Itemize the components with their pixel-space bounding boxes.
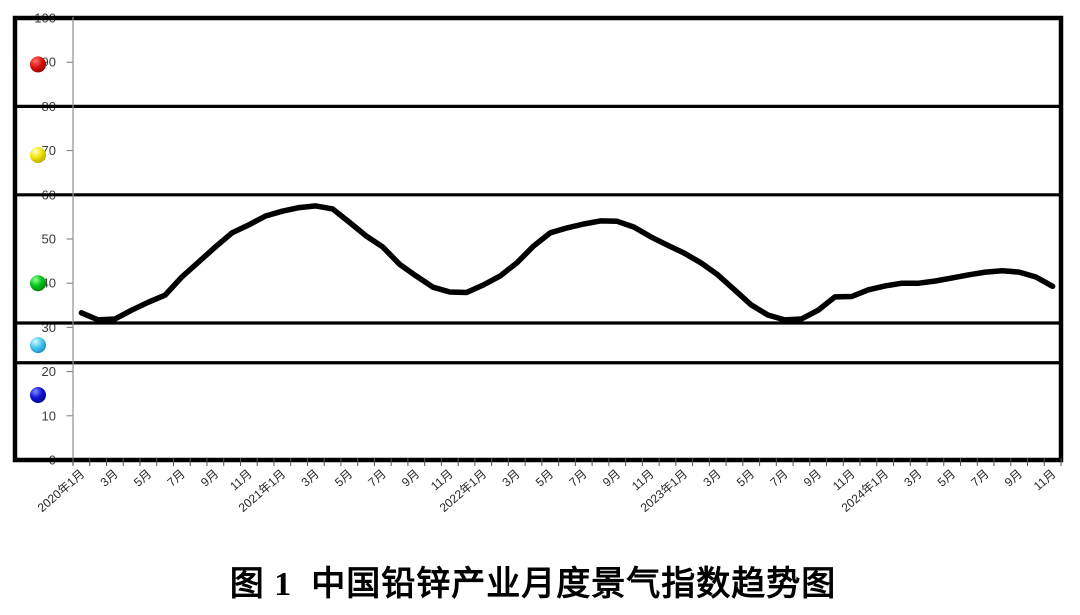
x-tick-label: 7月 xyxy=(165,467,188,490)
x-tick-label: 9月 xyxy=(600,467,623,490)
y-tick-label: 50 xyxy=(42,232,56,247)
x-tick-label: 3月 xyxy=(98,467,121,490)
x-tick-label: 9月 xyxy=(1002,467,1025,490)
y-tick-label: 20 xyxy=(42,364,56,379)
signal-ball-cool-lightblue xyxy=(30,337,46,354)
x-tick-label: 11月 xyxy=(227,467,255,494)
chart-frame xyxy=(12,15,1064,463)
x-tick-label: 5月 xyxy=(935,467,958,490)
x-tick-label: 7月 xyxy=(968,467,991,490)
x-tick-label: 9月 xyxy=(198,467,221,490)
x-tick-label: 5月 xyxy=(332,467,355,490)
x-tick-label: 5月 xyxy=(131,467,154,490)
signal-ball-hot-yellow xyxy=(30,147,46,164)
x-tick-label: 3月 xyxy=(700,467,723,490)
signal-ball-overheat-red xyxy=(30,56,46,73)
signal-ball-normal-green xyxy=(30,275,46,292)
x-tick-label: 11月 xyxy=(830,467,858,494)
x-tick-label: 11月 xyxy=(1031,467,1059,494)
x-tick-label: 7月 xyxy=(767,467,790,490)
x-tick-label: 11月 xyxy=(629,467,657,494)
x-tick-label: 9月 xyxy=(399,467,422,490)
x-tick-label: 3月 xyxy=(901,467,924,490)
signal-ball-cold-blue xyxy=(30,387,46,404)
x-tick-label: 9月 xyxy=(801,467,824,490)
y-tick-label: 40 xyxy=(42,276,56,291)
x-tick-label: 7月 xyxy=(365,467,388,490)
x-tick-label: 2020年1月 xyxy=(35,467,87,515)
x-tick-label: 11月 xyxy=(428,467,456,494)
x-tick-label: 5月 xyxy=(734,467,757,490)
x-tick-label: 7月 xyxy=(566,467,589,490)
x-tick-label: 3月 xyxy=(298,467,321,490)
figure-caption: 图 1 中国铅锌产业月度景气指数趋势图 xyxy=(229,566,837,603)
trend-line xyxy=(78,203,1056,323)
y-tick-label: 10 xyxy=(42,408,56,423)
x-tick-label: 5月 xyxy=(533,467,556,490)
x-tick-label: 3月 xyxy=(499,467,522,490)
